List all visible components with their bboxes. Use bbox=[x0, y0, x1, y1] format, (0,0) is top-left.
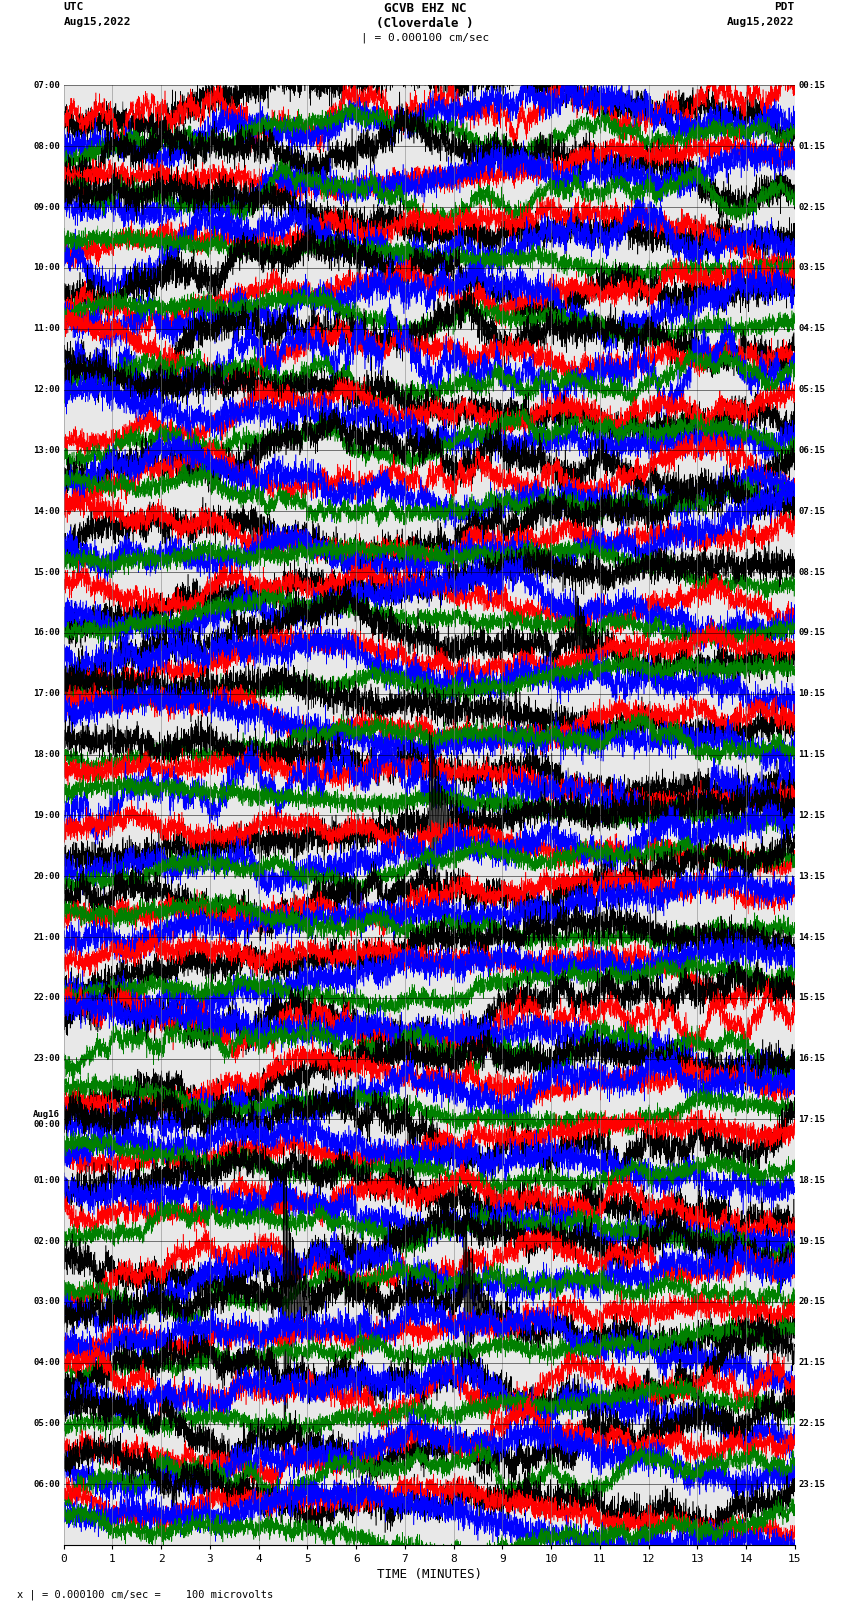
Text: 21:15: 21:15 bbox=[798, 1358, 825, 1368]
Text: | = 0.000100 cm/sec: | = 0.000100 cm/sec bbox=[361, 32, 489, 44]
Text: 17:00: 17:00 bbox=[33, 689, 60, 698]
X-axis label: TIME (MINUTES): TIME (MINUTES) bbox=[377, 1568, 482, 1581]
Text: 01:00: 01:00 bbox=[33, 1176, 60, 1186]
Text: 12:00: 12:00 bbox=[33, 386, 60, 394]
Text: 13:15: 13:15 bbox=[798, 871, 825, 881]
Text: 08:00: 08:00 bbox=[33, 142, 60, 150]
Text: GCVB EHZ NC: GCVB EHZ NC bbox=[383, 3, 467, 16]
Text: 14:15: 14:15 bbox=[798, 932, 825, 942]
Text: (Cloverdale ): (Cloverdale ) bbox=[377, 18, 473, 31]
Text: 19:15: 19:15 bbox=[798, 1237, 825, 1245]
Text: 01:15: 01:15 bbox=[798, 142, 825, 150]
Text: 13:00: 13:00 bbox=[33, 445, 60, 455]
Text: 06:15: 06:15 bbox=[798, 445, 825, 455]
Text: 22:15: 22:15 bbox=[798, 1419, 825, 1428]
Text: Aug15,2022: Aug15,2022 bbox=[64, 18, 131, 27]
Text: 15:15: 15:15 bbox=[798, 994, 825, 1002]
Text: 07:00: 07:00 bbox=[33, 81, 60, 90]
Text: Aug16
00:00: Aug16 00:00 bbox=[33, 1110, 60, 1129]
Text: 17:15: 17:15 bbox=[798, 1115, 825, 1124]
Text: 09:00: 09:00 bbox=[33, 203, 60, 211]
Text: 02:00: 02:00 bbox=[33, 1237, 60, 1245]
Text: 12:15: 12:15 bbox=[798, 811, 825, 819]
Text: 22:00: 22:00 bbox=[33, 994, 60, 1002]
Text: 09:15: 09:15 bbox=[798, 629, 825, 637]
Text: 07:15: 07:15 bbox=[798, 506, 825, 516]
Text: 11:15: 11:15 bbox=[798, 750, 825, 760]
Text: 18:00: 18:00 bbox=[33, 750, 60, 760]
Text: 03:15: 03:15 bbox=[798, 263, 825, 273]
Text: 03:00: 03:00 bbox=[33, 1297, 60, 1307]
Text: UTC: UTC bbox=[64, 3, 84, 13]
Text: 02:15: 02:15 bbox=[798, 203, 825, 211]
Text: 18:15: 18:15 bbox=[798, 1176, 825, 1186]
Text: 19:00: 19:00 bbox=[33, 811, 60, 819]
Text: 08:15: 08:15 bbox=[798, 568, 825, 576]
Text: 14:00: 14:00 bbox=[33, 506, 60, 516]
Text: 10:15: 10:15 bbox=[798, 689, 825, 698]
Text: 16:15: 16:15 bbox=[798, 1055, 825, 1063]
Text: 16:00: 16:00 bbox=[33, 629, 60, 637]
Text: 05:15: 05:15 bbox=[798, 386, 825, 394]
Text: 05:00: 05:00 bbox=[33, 1419, 60, 1428]
Text: 20:15: 20:15 bbox=[798, 1297, 825, 1307]
Text: 23:00: 23:00 bbox=[33, 1055, 60, 1063]
Text: 04:00: 04:00 bbox=[33, 1358, 60, 1368]
Text: 23:15: 23:15 bbox=[798, 1481, 825, 1489]
Text: 20:00: 20:00 bbox=[33, 871, 60, 881]
Text: 21:00: 21:00 bbox=[33, 932, 60, 942]
Text: 15:00: 15:00 bbox=[33, 568, 60, 576]
Text: 11:00: 11:00 bbox=[33, 324, 60, 334]
Text: 00:15: 00:15 bbox=[798, 81, 825, 90]
Text: Aug15,2022: Aug15,2022 bbox=[728, 18, 795, 27]
Text: 10:00: 10:00 bbox=[33, 263, 60, 273]
Text: x | = 0.000100 cm/sec =    100 microvolts: x | = 0.000100 cm/sec = 100 microvolts bbox=[17, 1589, 273, 1600]
Text: 06:00: 06:00 bbox=[33, 1481, 60, 1489]
Text: PDT: PDT bbox=[774, 3, 795, 13]
Text: 04:15: 04:15 bbox=[798, 324, 825, 334]
